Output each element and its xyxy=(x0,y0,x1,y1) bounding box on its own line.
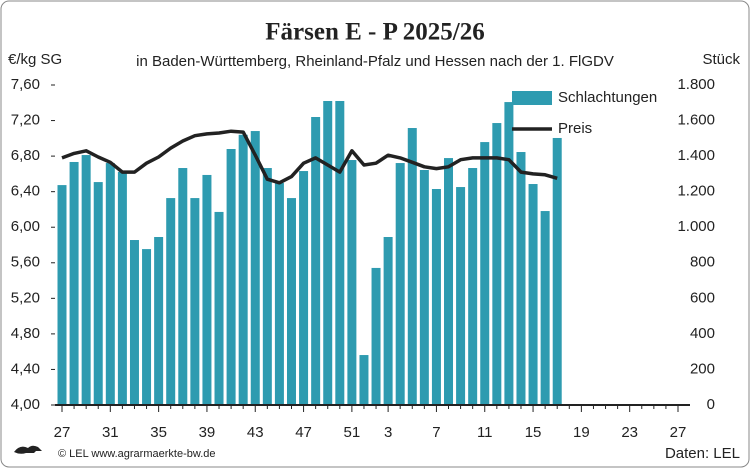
y2-tick-label: 200 xyxy=(690,360,715,377)
bar xyxy=(528,184,538,405)
y-tick-label: 6,40 xyxy=(11,183,40,200)
x-tick-label: 47 xyxy=(295,424,312,441)
bar xyxy=(142,249,152,405)
bar xyxy=(238,134,248,405)
legend-swatch xyxy=(512,91,552,105)
bar xyxy=(480,142,490,406)
x-tick-label: 11 xyxy=(477,424,493,441)
bar xyxy=(359,355,369,405)
bar xyxy=(178,168,188,405)
y2-tick-label: 600 xyxy=(690,289,715,306)
x-tick-label: 43 xyxy=(247,424,264,441)
bar xyxy=(407,128,417,405)
y2-tick-label: 1.200 xyxy=(677,183,715,200)
x-tick-label: 7 xyxy=(432,424,440,441)
source: Daten: LEL xyxy=(665,445,740,462)
x-tick-label: 23 xyxy=(621,424,638,441)
x-tick-label: 15 xyxy=(525,424,542,441)
bar xyxy=(286,198,296,405)
bar xyxy=(81,155,91,405)
bar xyxy=(504,102,514,406)
y-tick-label: 6,80 xyxy=(11,147,40,164)
y-axis-label: €/kg SG xyxy=(8,51,62,68)
x-tick-label: 19 xyxy=(573,424,590,441)
bar xyxy=(69,161,79,405)
line xyxy=(61,129,558,185)
legend-label: Preis xyxy=(558,120,592,137)
x-tick-label: 35 xyxy=(150,424,167,441)
bar xyxy=(456,187,466,405)
bar xyxy=(226,149,236,405)
y-tick-label: 7,60 xyxy=(11,76,40,93)
bar xyxy=(57,185,67,405)
y2-tick-label: 0 xyxy=(707,396,715,413)
y-tick-label: 6,00 xyxy=(11,218,40,235)
y2-axis-label: Stück xyxy=(702,51,740,68)
bar xyxy=(299,171,309,405)
bar xyxy=(444,158,454,405)
bar xyxy=(492,123,502,406)
bar xyxy=(202,174,212,405)
bar xyxy=(262,168,272,405)
bar xyxy=(395,163,405,405)
x-tick-label: 27 xyxy=(54,424,71,441)
y2-tick-label: 800 xyxy=(690,254,715,271)
bar xyxy=(552,137,562,405)
bar xyxy=(154,237,164,405)
y2-tick-label: 400 xyxy=(690,325,715,342)
y2-tick-label: 1.400 xyxy=(677,147,715,164)
y2-tick-label: 1.600 xyxy=(677,112,715,129)
bar xyxy=(129,240,139,405)
bar xyxy=(419,169,429,405)
y2-tick-label: 1.800 xyxy=(677,76,715,93)
bar xyxy=(105,163,115,405)
bar xyxy=(540,211,550,405)
bar xyxy=(431,189,441,405)
bar xyxy=(166,198,176,405)
bar xyxy=(371,267,381,405)
x-tick-label: 39 xyxy=(199,424,216,441)
bar xyxy=(250,131,260,406)
y-tick-label: 5,20 xyxy=(11,289,40,306)
bar xyxy=(274,182,284,405)
logo xyxy=(14,445,42,454)
y2-tick-label: 1.000 xyxy=(677,218,715,235)
x-tick-label: 31 xyxy=(102,424,119,441)
bar xyxy=(214,211,224,405)
chart-subtitle: in Baden-Württemberg, Rheinland-Pfalz un… xyxy=(136,53,614,70)
bar xyxy=(190,198,200,405)
bar xyxy=(335,101,345,405)
bar xyxy=(93,182,103,405)
y-tick-label: 4,00 xyxy=(11,396,40,413)
bar xyxy=(347,160,357,405)
x-tick-label: 51 xyxy=(344,424,361,441)
bar xyxy=(117,171,127,405)
copyright: © LEL www.agrarmaerkte-bw.de xyxy=(58,448,216,460)
y-tick-label: 7,20 xyxy=(11,112,40,129)
bar xyxy=(516,152,526,405)
chart-title: Färsen E - P 2025/26 xyxy=(265,19,484,46)
bar xyxy=(323,101,333,405)
bar xyxy=(383,237,393,405)
y-tick-label: 4,80 xyxy=(11,325,40,342)
legend-label: Schlachtungen xyxy=(558,89,657,106)
y-tick-label: 5,60 xyxy=(11,254,40,271)
x-tick-label: 27 xyxy=(670,424,687,441)
x-tick-label: 3 xyxy=(384,424,392,441)
bar xyxy=(468,168,478,405)
bar xyxy=(311,117,321,405)
y-tick-label: 4,40 xyxy=(11,360,40,377)
